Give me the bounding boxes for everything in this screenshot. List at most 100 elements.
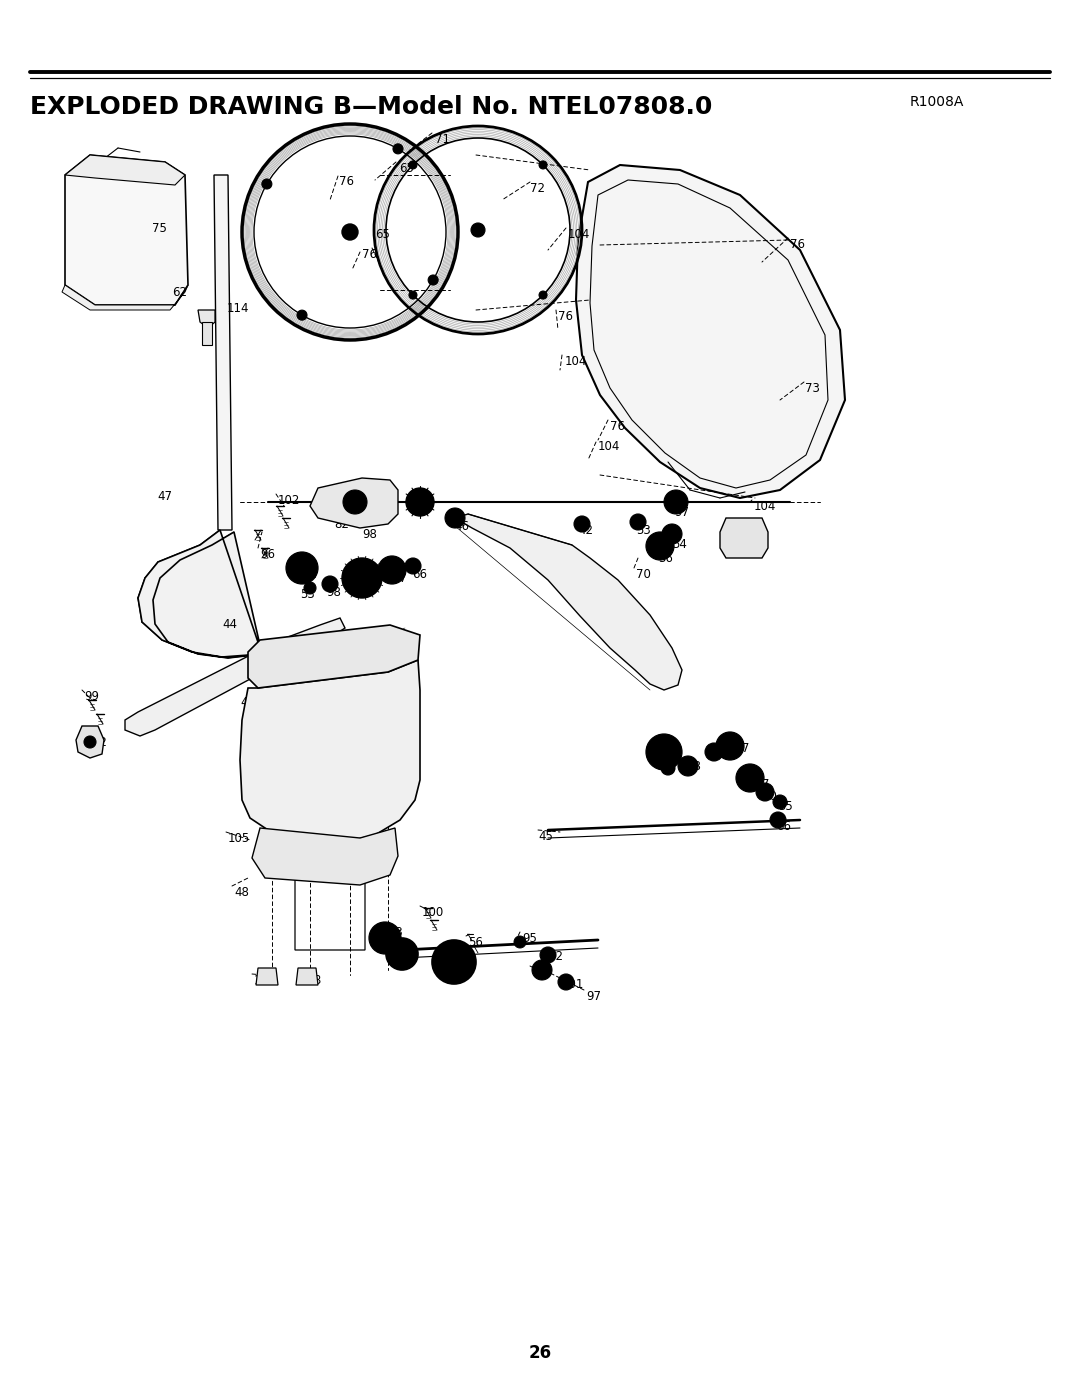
Text: 50: 50 bbox=[260, 644, 274, 657]
Circle shape bbox=[683, 761, 693, 771]
Text: 40: 40 bbox=[712, 747, 727, 761]
Polygon shape bbox=[455, 514, 681, 690]
Text: 114: 114 bbox=[227, 302, 249, 314]
Circle shape bbox=[777, 799, 783, 805]
Circle shape bbox=[558, 974, 573, 990]
Text: 56: 56 bbox=[468, 936, 483, 949]
Circle shape bbox=[653, 539, 667, 553]
Text: 100: 100 bbox=[422, 907, 444, 919]
Circle shape bbox=[394, 946, 410, 963]
Text: 54: 54 bbox=[672, 538, 687, 550]
Circle shape bbox=[322, 576, 338, 592]
Polygon shape bbox=[252, 828, 399, 886]
Text: 48: 48 bbox=[234, 886, 248, 900]
Text: 42: 42 bbox=[578, 524, 593, 536]
Circle shape bbox=[350, 566, 374, 590]
Polygon shape bbox=[296, 968, 318, 985]
Text: 66: 66 bbox=[411, 569, 427, 581]
Circle shape bbox=[347, 229, 353, 235]
Circle shape bbox=[386, 937, 418, 970]
Polygon shape bbox=[125, 617, 345, 736]
Circle shape bbox=[532, 960, 552, 981]
Circle shape bbox=[756, 782, 774, 800]
Circle shape bbox=[445, 509, 465, 528]
Text: 102: 102 bbox=[278, 495, 300, 507]
Circle shape bbox=[409, 562, 417, 570]
Circle shape bbox=[670, 496, 681, 509]
Circle shape bbox=[409, 291, 417, 299]
Polygon shape bbox=[310, 478, 399, 528]
Circle shape bbox=[770, 812, 786, 828]
Text: 98: 98 bbox=[362, 528, 377, 541]
Circle shape bbox=[303, 583, 316, 594]
Text: 98: 98 bbox=[326, 585, 341, 599]
Text: 76: 76 bbox=[339, 175, 354, 189]
Text: 96: 96 bbox=[260, 548, 275, 562]
Circle shape bbox=[710, 747, 718, 756]
Polygon shape bbox=[214, 175, 232, 529]
Text: 53: 53 bbox=[636, 524, 651, 536]
Text: 95: 95 bbox=[522, 932, 537, 944]
Circle shape bbox=[342, 224, 357, 240]
Text: 62: 62 bbox=[172, 286, 187, 299]
Circle shape bbox=[540, 947, 556, 963]
Text: 76: 76 bbox=[610, 420, 625, 433]
Circle shape bbox=[448, 956, 460, 968]
Circle shape bbox=[377, 930, 393, 946]
Circle shape bbox=[646, 733, 681, 770]
Text: 57: 57 bbox=[362, 580, 377, 592]
Circle shape bbox=[286, 552, 318, 584]
Text: 53: 53 bbox=[300, 588, 314, 601]
Polygon shape bbox=[62, 285, 188, 310]
Text: 57: 57 bbox=[392, 571, 407, 585]
Text: 105: 105 bbox=[228, 833, 251, 845]
Circle shape bbox=[661, 761, 675, 775]
Circle shape bbox=[664, 490, 688, 514]
Text: 75: 75 bbox=[152, 222, 167, 235]
Polygon shape bbox=[138, 529, 262, 658]
Circle shape bbox=[409, 161, 417, 169]
Circle shape bbox=[297, 310, 307, 320]
Polygon shape bbox=[65, 155, 188, 305]
Text: R1008A: R1008A bbox=[910, 95, 964, 109]
Text: 30: 30 bbox=[418, 497, 433, 511]
Text: 65: 65 bbox=[399, 162, 414, 175]
Circle shape bbox=[369, 922, 401, 954]
Circle shape bbox=[716, 732, 744, 760]
Text: 105: 105 bbox=[268, 784, 291, 798]
Text: 36: 36 bbox=[658, 552, 673, 564]
Text: 108: 108 bbox=[300, 974, 322, 988]
Text: 26: 26 bbox=[528, 1344, 552, 1362]
Text: 76: 76 bbox=[558, 310, 573, 323]
Text: 46: 46 bbox=[454, 520, 469, 534]
Text: 97: 97 bbox=[586, 990, 600, 1003]
Circle shape bbox=[634, 518, 642, 527]
Text: 72: 72 bbox=[530, 182, 545, 196]
Polygon shape bbox=[202, 321, 212, 345]
Text: 67: 67 bbox=[342, 490, 357, 503]
Text: 47: 47 bbox=[157, 490, 172, 503]
Circle shape bbox=[326, 580, 334, 588]
Text: 70: 70 bbox=[636, 569, 651, 581]
Circle shape bbox=[432, 940, 476, 983]
Text: 51: 51 bbox=[532, 965, 546, 979]
Circle shape bbox=[471, 224, 485, 237]
Text: 82: 82 bbox=[302, 569, 316, 581]
Circle shape bbox=[630, 514, 646, 529]
Circle shape bbox=[384, 563, 399, 577]
Circle shape bbox=[428, 275, 438, 285]
Text: EXPLODED DRAWING B—Model No. NTEL07808.0: EXPLODED DRAWING B—Model No. NTEL07808.0 bbox=[30, 95, 713, 119]
Circle shape bbox=[342, 557, 382, 598]
Circle shape bbox=[539, 291, 548, 299]
Text: 97: 97 bbox=[674, 506, 689, 520]
Circle shape bbox=[723, 739, 737, 753]
Circle shape bbox=[573, 515, 590, 532]
Circle shape bbox=[393, 144, 403, 154]
Text: 99: 99 bbox=[84, 690, 99, 703]
Circle shape bbox=[405, 557, 421, 574]
Circle shape bbox=[514, 936, 526, 949]
Text: 101: 101 bbox=[562, 978, 584, 990]
Circle shape bbox=[84, 736, 96, 747]
Circle shape bbox=[294, 560, 310, 576]
Polygon shape bbox=[256, 968, 278, 985]
